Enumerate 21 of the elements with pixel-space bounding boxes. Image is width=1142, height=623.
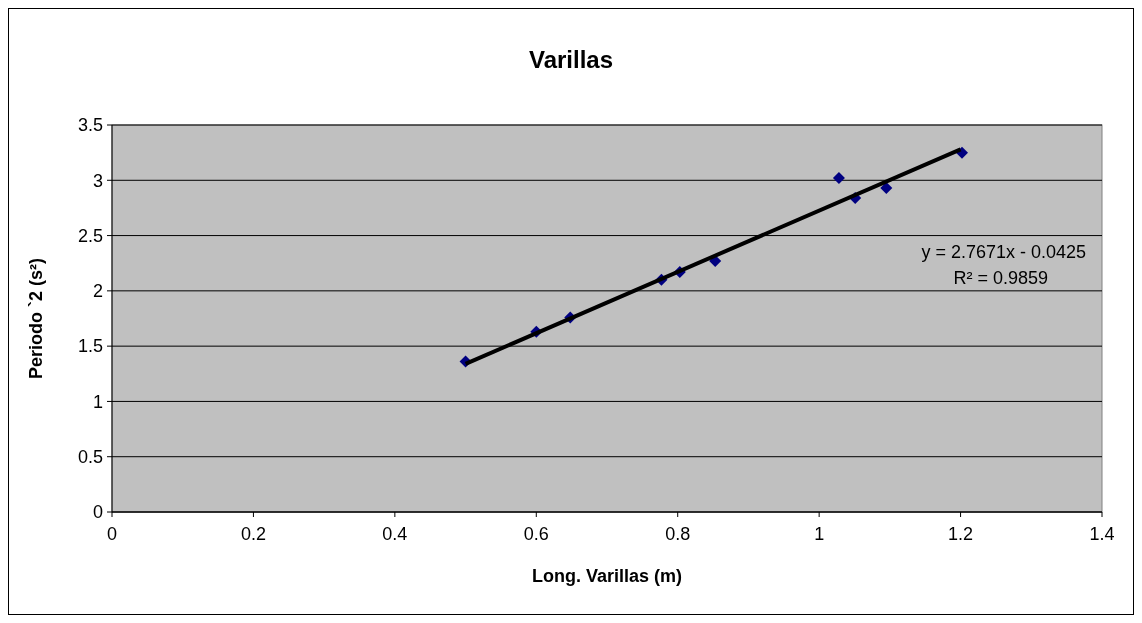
y-tick-label: 0.5 bbox=[77, 447, 103, 468]
chart-title: Varillas bbox=[528, 46, 614, 73]
x-tick-label: 1.4 bbox=[1089, 524, 1115, 544]
y-tick-label: 2.5 bbox=[77, 225, 103, 246]
annotation: R² = 0.9859 bbox=[953, 267, 1048, 288]
annotation: y = 2.7671x - 0.0425 bbox=[921, 241, 1086, 262]
x-tick-label: 0.8 bbox=[665, 524, 691, 544]
x-axis-title: Long. Varillas (m) bbox=[531, 566, 683, 586]
y-tick-label: 3 bbox=[92, 170, 103, 191]
y-axis-title: Periodo `2 (s²) bbox=[26, 257, 46, 380]
y-tick-label: 3.5 bbox=[77, 115, 103, 136]
x-tick-label: 0.4 bbox=[382, 524, 408, 544]
x-tick-label: 1 bbox=[814, 524, 825, 544]
y-tick-label: 2 bbox=[92, 281, 103, 302]
x-tick-label: 1.2 bbox=[948, 524, 974, 544]
x-tick-label: 0.2 bbox=[240, 524, 266, 544]
y-tick-label: 1 bbox=[92, 391, 103, 412]
x-tick-label: 0 bbox=[106, 524, 118, 544]
y-tick-label: 1.5 bbox=[77, 336, 103, 357]
x-tick-label: 0.6 bbox=[523, 524, 549, 544]
y-tick-label: 0 bbox=[92, 502, 103, 523]
